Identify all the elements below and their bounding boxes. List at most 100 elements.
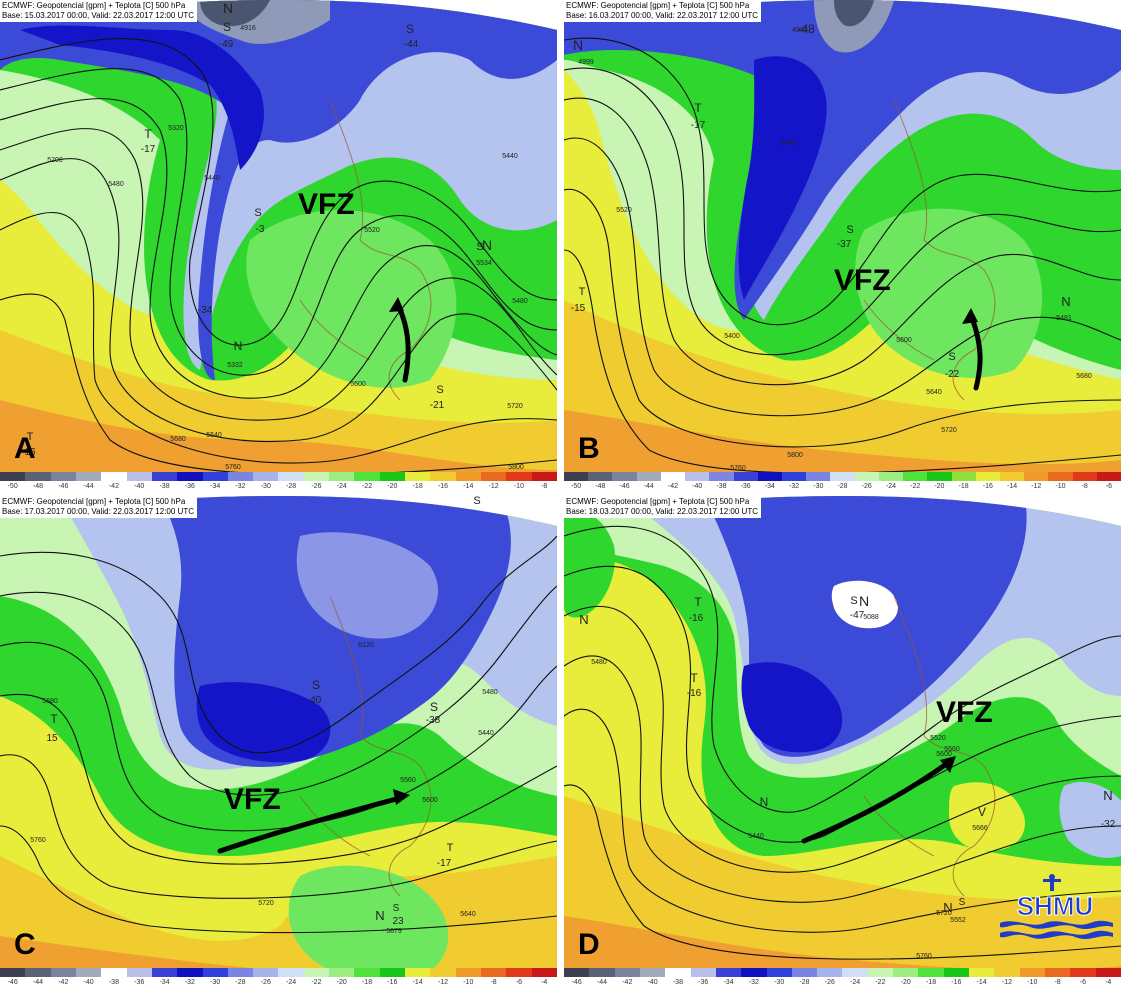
colorbar-tick-label: -36 [698,979,709,986]
colorbar-tick-label: -44 [596,979,608,986]
colorbar-tick-label: -42 [622,979,633,986]
colorbar-swatch [1044,968,1071,977]
colorbar-tick-label: -8 [1081,483,1088,490]
map-label: -16 [689,613,704,624]
colorbar-tick-label: -30 [813,483,824,490]
map-label: 5480 [482,689,498,696]
map-label: V [978,805,986,819]
map-label: 5552 [950,917,966,924]
geopotential-contour [564,249,1121,472]
colorbar-tick-label: -20 [336,979,347,986]
colorbar-swatch [766,968,792,977]
map-label: 5332 [227,362,243,369]
map-label: 5520 [616,207,632,214]
colorbar-tick-label: -30 [260,483,271,490]
map-label: 23 [392,916,404,927]
colorbar-tick-label: -36 [740,483,751,490]
colorbar-swatch [588,472,613,481]
map-label: 5720 [507,403,523,410]
colorbar-swatch [918,968,944,977]
map-header-base-valid: Base: 16.03.2017 00:00, Valid: 22.03.201… [566,11,758,20]
colorbar-swatch [202,968,228,977]
map-label: 5680 [170,436,186,443]
colorbar-swatch [151,968,178,977]
colorbar-swatch [1072,472,1097,481]
geopotential-contour [0,158,557,443]
colorbar-swatch [329,968,355,977]
map-label: 5440 [780,140,796,147]
colorbar-swatch [75,472,102,481]
colorbar-tick-label: -4 [541,979,548,986]
geopotential-contour [0,212,557,464]
jet-arrow [217,795,403,854]
colorbar-swatch [741,968,767,977]
colorbar-tick-label: -12 [1001,979,1013,986]
map-label: 4993 [792,27,808,34]
colorbar-tick-label: -28 [286,483,297,490]
colorbar-tick-label: -34 [723,979,734,986]
map-label: 5720 [258,900,274,907]
colorbar-swatch [817,968,843,977]
colorbar-swatch [50,472,76,481]
jet-arrow-head [393,789,410,805]
map-header-title: ECMWF: Geopotencial [gpm] + Teplota [C] … [2,1,186,10]
map-label: -3 [256,224,265,235]
colorbar-tick-label: -8 [490,979,497,986]
map-label: 5680 [1076,373,1092,380]
colorbar-tick-label: -26 [824,979,835,986]
temperature-region [834,0,874,27]
colorbar-swatch [455,472,481,481]
colorbar-swatch [506,968,532,977]
colorbar-tick-label: -24 [885,483,897,490]
map-label: -16 [687,688,702,699]
panel-letter: A [14,432,36,465]
temperature-region [296,532,439,639]
colorbar-tick-label: -36 [134,979,145,986]
colorbar-tick-label: -40 [134,483,145,490]
colorbar-swatch [867,968,894,977]
temperature-region [831,580,898,629]
colorbar-swatch [379,968,405,977]
map-label: -38 [426,715,441,726]
geopotential-contour [564,784,1121,960]
colorbar-tick-label: -4 [1105,979,1112,986]
map-panel-d: N T -16 T -16 S N -47 5088 N V 5666 N S 5552 N -32 5480 54… [564,496,1121,988]
geopotential-contour [0,68,557,376]
colorbar-swatch [903,472,928,481]
colorbar-swatch [253,472,279,481]
map-label: 5520 [364,227,380,234]
map-label: N [482,237,492,253]
map-label: S [430,700,438,714]
colorbar-tick-label: -26 [260,979,271,986]
map-label: T [694,595,702,609]
colorbar-swatch [75,968,102,977]
coastline [299,595,432,897]
map-header: ECMWF: Geopotencial [gpm] + Teplota [C] … [0,0,197,22]
colorbar-swatch [1070,968,1096,977]
colorbar-tick-label: -28 [799,979,810,986]
map-label: 4999 [578,59,594,66]
colorbar-tick-label: -24 [286,979,297,986]
colorbar-swatch [278,472,304,481]
map-label: 5440 [748,833,764,840]
map-label: N [760,795,769,809]
colorbar-tick-label: -10 [513,483,524,490]
map-header-base-valid: Base: 18.03.2017 00:00, Valid: 22.03.201… [566,507,758,516]
colorbar-tick-label: -10 [1055,483,1066,490]
colorbar-tick-label: -18 [412,483,423,490]
map-label: 5200 [47,157,63,164]
colorbar-swatch [685,472,710,481]
colorbar-swatch [715,968,742,977]
colorbar-swatch [25,472,51,481]
colorbar-swatch [480,472,507,481]
colorbar-swatch [564,472,589,481]
colorbar-tick-label: -42 [58,979,69,986]
map-label: 5640 [926,389,942,396]
map-label: 5679 [386,928,402,935]
colorbar-tick-label: -38 [108,979,119,986]
map-label: S [436,384,443,396]
map-label: S [473,496,480,507]
map-label: T [50,712,58,726]
colorbar-tick-label: -34 [210,483,221,490]
